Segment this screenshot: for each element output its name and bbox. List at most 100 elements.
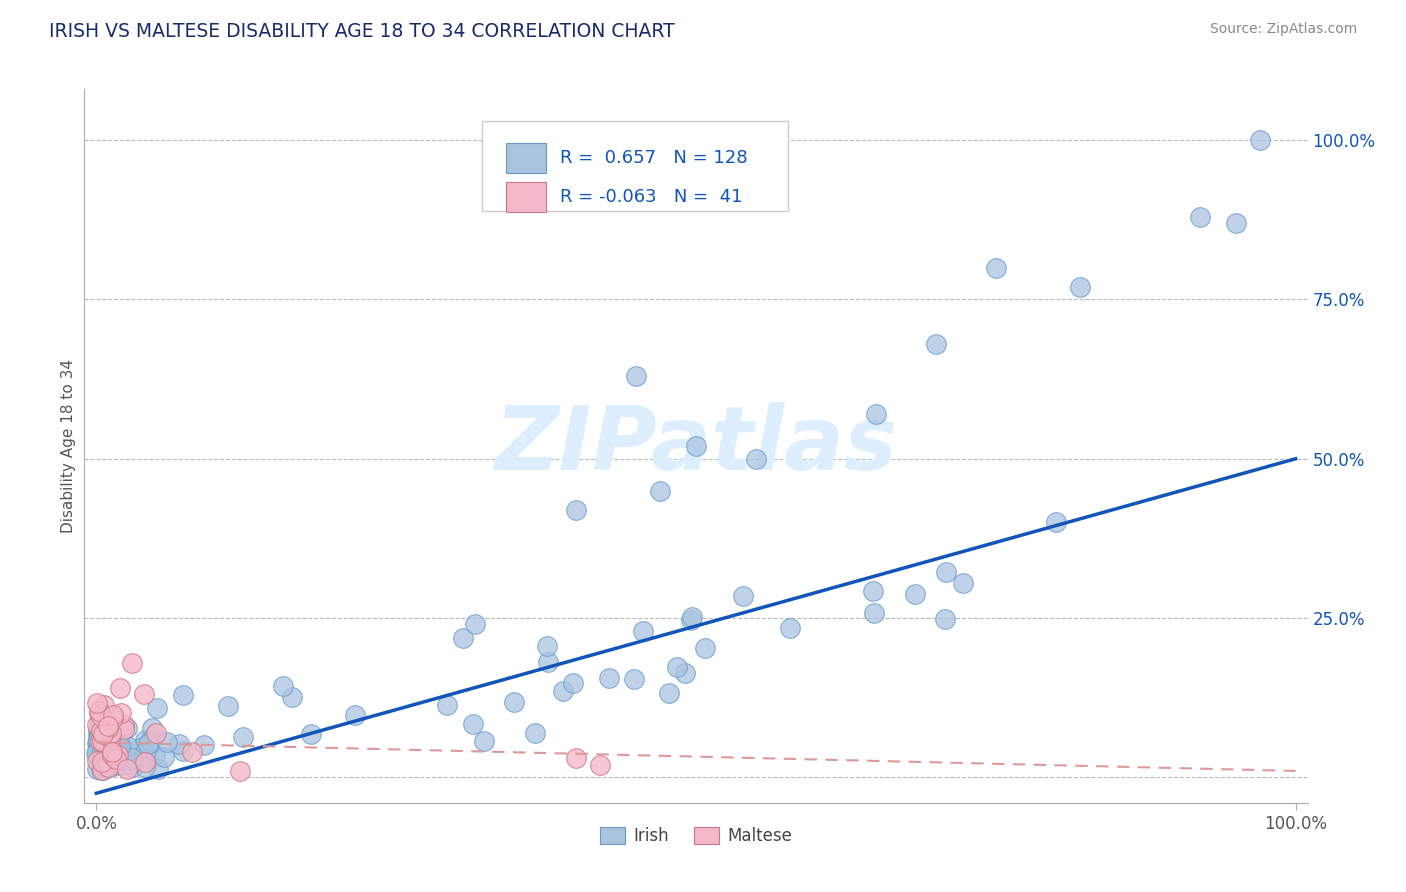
Point [89, 713, 111, 727]
Point [217, 698, 239, 713]
Point [536, 639, 558, 653]
Point [167, 737, 190, 751]
Point [100, 745, 122, 759]
Point [623, 672, 645, 686]
Point [561, 675, 583, 690]
Point [97, 725, 120, 739]
Point [862, 606, 884, 620]
Point [745, 451, 768, 466]
Point [86, 746, 108, 760]
Point [1069, 279, 1091, 293]
Point [121, 656, 143, 670]
Point [93, 739, 115, 754]
Text: R =  0.657   N = 128: R = 0.657 N = 128 [560, 149, 748, 167]
Point [101, 748, 124, 763]
Point [117, 751, 139, 765]
Point [115, 752, 138, 766]
Point [152, 749, 174, 764]
Point [105, 724, 128, 739]
Point [87, 732, 110, 747]
Point [89, 728, 111, 742]
Point [86, 747, 108, 762]
Point [86, 754, 108, 768]
Point [110, 722, 132, 736]
Point [1249, 133, 1271, 147]
Point [87, 706, 110, 720]
Point [118, 753, 141, 767]
Point [472, 733, 495, 747]
Point [984, 260, 1007, 275]
Point [114, 754, 136, 768]
Point [565, 502, 588, 516]
Point [103, 728, 125, 742]
Point [105, 740, 128, 755]
Point [108, 732, 131, 747]
Point [94, 759, 117, 773]
Point [89, 732, 111, 747]
Point [138, 734, 160, 748]
Point [91, 763, 114, 777]
Point [91, 735, 114, 749]
Point [105, 752, 128, 766]
Point [436, 698, 458, 712]
Point [115, 762, 138, 776]
Point [97, 719, 120, 733]
Point [344, 708, 367, 723]
Point [107, 726, 129, 740]
Point [129, 740, 152, 755]
Point [87, 735, 110, 749]
Point [136, 747, 159, 762]
Point [107, 730, 129, 744]
Point [502, 694, 524, 708]
Point [100, 727, 122, 741]
Point [1045, 516, 1067, 530]
Point [97, 760, 120, 774]
Point [93, 731, 115, 745]
Point [89, 760, 111, 774]
Point [181, 745, 204, 759]
Point [229, 764, 252, 778]
Point [733, 589, 755, 603]
Point [91, 745, 114, 759]
FancyBboxPatch shape [506, 143, 546, 173]
Point [172, 688, 194, 702]
Point [91, 762, 114, 776]
Point [90, 709, 112, 723]
Text: ZIPatlas: ZIPatlas [495, 402, 897, 490]
Point [134, 732, 156, 747]
Point [695, 640, 717, 655]
Point [91, 731, 114, 746]
Point [94, 738, 117, 752]
Point [91, 755, 114, 769]
Point [103, 737, 125, 751]
Point [141, 721, 163, 735]
Point [779, 621, 801, 635]
Point [658, 686, 681, 700]
Point [156, 735, 179, 749]
Point [91, 726, 114, 740]
Point [90, 723, 112, 738]
FancyBboxPatch shape [482, 121, 787, 211]
Point [93, 731, 115, 745]
Point [89, 734, 111, 748]
Point [193, 738, 215, 752]
Point [523, 725, 546, 739]
Point [94, 740, 117, 755]
Point [96, 739, 118, 753]
Point [598, 671, 620, 685]
Point [146, 762, 169, 776]
Point [86, 739, 108, 753]
Point [101, 756, 124, 771]
Point [299, 726, 322, 740]
Point [96, 729, 118, 743]
Point [134, 760, 156, 774]
Point [143, 728, 166, 742]
Point [934, 612, 956, 626]
Point [145, 700, 167, 714]
Point [87, 751, 110, 765]
Point [112, 741, 135, 756]
Point [464, 617, 486, 632]
Point [101, 748, 124, 763]
Point [681, 609, 703, 624]
Point [232, 730, 254, 744]
